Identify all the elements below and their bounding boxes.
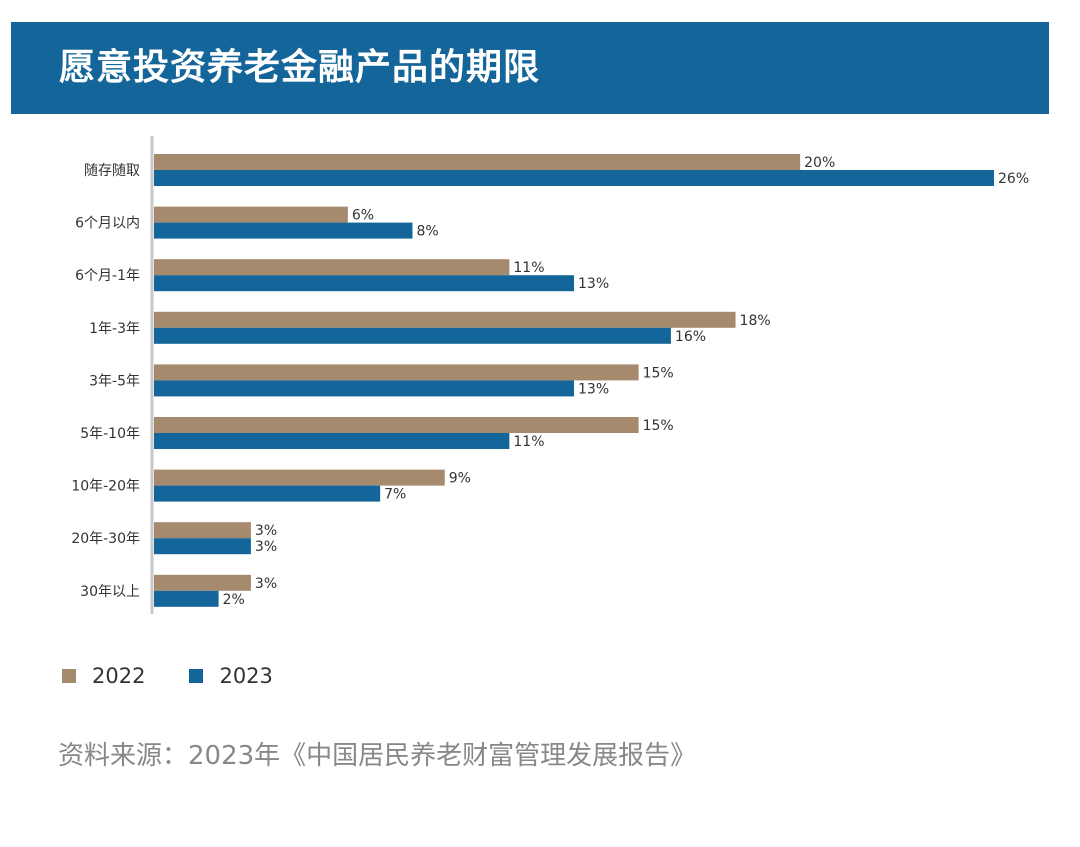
category-label: 3年-5年: [89, 373, 140, 389]
chart-title: 愿意投资养老金融产品的期限: [59, 47, 541, 88]
bar-2023: [154, 433, 510, 449]
data-label-2022: 6%: [352, 208, 374, 224]
bar-2022: [154, 574, 251, 591]
bar-2022: [154, 364, 639, 381]
data-label-2022: 3%: [255, 576, 277, 592]
data-label-2023: 13%: [578, 276, 609, 292]
category-label: 5年-10年: [80, 426, 140, 442]
bar-2023: [154, 222, 413, 239]
data-label-2023: 26%: [998, 171, 1029, 187]
bar-2023: [154, 275, 574, 292]
legend-swatch-2022: [62, 669, 76, 683]
data-label-2022: 18%: [740, 313, 771, 329]
data-label-2022: 15%: [643, 418, 674, 434]
category-label: 30年以上: [80, 584, 140, 600]
bar-2022: [154, 417, 639, 433]
bar-2022: [154, 469, 445, 486]
category-label: 6个月-1年: [75, 268, 140, 284]
title-banner: 愿意投资养老金融产品的期限: [11, 22, 1049, 114]
data-label-2022: 3%: [255, 523, 277, 539]
category-label: 随存随取: [84, 163, 140, 179]
data-label-2022: 11%: [513, 260, 544, 276]
data-label-2023: 13%: [578, 381, 609, 397]
bar-2022: [154, 206, 348, 223]
data-label-2022: 9%: [449, 471, 471, 487]
category-label: 10年-20年: [71, 479, 140, 495]
data-label-2023: 2%: [223, 592, 245, 608]
data-label-2023: 16%: [675, 329, 706, 345]
source-note: 资料来源：2023年《中国居民养老财富管理发展报告》: [58, 741, 697, 771]
category-label: 6个月以内: [75, 216, 140, 232]
legend-item-2022: 2022: [62, 664, 145, 688]
data-label-2023: 11%: [513, 434, 544, 450]
legend-swatch-2023: [189, 669, 204, 683]
bar-2022: [154, 522, 251, 539]
bar-2023: [154, 538, 251, 555]
bar-2023: [154, 170, 994, 186]
data-label-2023: 8%: [416, 224, 438, 240]
bar-2023: [154, 485, 381, 502]
legend: 2022 2023: [62, 662, 317, 690]
bar-2022: [154, 154, 801, 170]
data-label-2022: 15%: [643, 365, 674, 381]
bar-2023: [154, 380, 574, 397]
data-label-2022: 20%: [804, 155, 835, 171]
legend-label-2022: 2022: [92, 664, 146, 688]
data-label-2023: 3%: [255, 539, 277, 555]
legend-label-2023: 2023: [219, 664, 273, 688]
legend-item-2023: 2023: [189, 664, 273, 688]
bar-2023: [154, 327, 671, 344]
data-label-2023: 7%: [384, 487, 406, 503]
bar-2022: [154, 259, 510, 276]
category-label: 20年-30年: [71, 531, 140, 547]
category-label: 1年-3年: [89, 321, 140, 337]
bar-2023: [154, 590, 219, 607]
bar-2022: [154, 311, 736, 328]
